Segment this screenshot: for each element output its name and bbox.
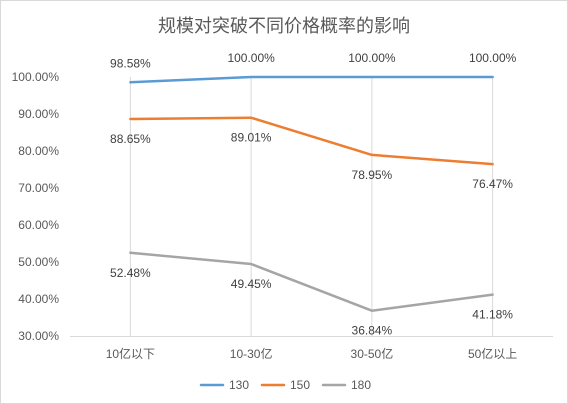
series-layer xyxy=(129,75,494,312)
legend-label: 150 xyxy=(290,378,310,392)
data-label: 88.65% xyxy=(110,132,151,146)
y-tick-label: 50.00% xyxy=(18,255,59,269)
data-label: 89.01% xyxy=(231,131,272,145)
series-line-180 xyxy=(129,251,494,312)
series-line-150 xyxy=(129,116,494,166)
x-tick-label: 10亿以下 xyxy=(106,346,155,361)
y-tick-label: 80.00% xyxy=(18,144,59,158)
y-tick-label: 30.00% xyxy=(18,329,59,343)
data-label: 78.95% xyxy=(352,168,393,182)
legend-item-180: 180 xyxy=(321,378,371,392)
y-tick-label: 40.00% xyxy=(18,292,59,306)
legend-label: 130 xyxy=(229,378,249,392)
x-tick-label: 30-50亿 xyxy=(351,346,394,361)
data-label: 98.58% xyxy=(110,56,151,70)
chart-title: 规模对突破不同价格概率的影响 xyxy=(158,16,410,37)
y-tick-label: 100.00% xyxy=(12,70,60,84)
y-tick-label: 90.00% xyxy=(18,107,59,121)
x-tick-label: 10-30亿 xyxy=(230,346,273,361)
legend: 130 150 180 xyxy=(199,378,371,392)
legend-item-150: 150 xyxy=(260,378,310,392)
legend-label: 180 xyxy=(351,378,371,392)
data-label: 100.00% xyxy=(348,51,396,65)
x-tick-label: 50亿以上 xyxy=(468,346,517,361)
data-label: 100.00% xyxy=(227,51,275,65)
data-label: 49.45% xyxy=(231,277,272,291)
data-label: 52.48% xyxy=(110,266,151,280)
data-label: 76.47% xyxy=(472,177,513,191)
data-label: 100.00% xyxy=(469,51,517,65)
legend-item-130: 130 xyxy=(199,378,249,392)
data-labels: 98.58% 100.00% 100.00% 100.00% 88.65% 89.01% 7… xyxy=(110,51,517,338)
x-axis: 10亿以下 10-30亿 30-50亿 50亿以上 xyxy=(70,336,553,361)
y-tick-label: 60.00% xyxy=(18,218,59,232)
series-line-130 xyxy=(129,75,494,84)
y-axis: 100.00% 90.00% 80.00% 70.00% 60.00% 50.00% 40.… xyxy=(12,70,60,343)
data-label: 36.84% xyxy=(352,324,393,338)
y-tick-label: 70.00% xyxy=(18,181,59,195)
data-label: 41.18% xyxy=(472,308,513,322)
